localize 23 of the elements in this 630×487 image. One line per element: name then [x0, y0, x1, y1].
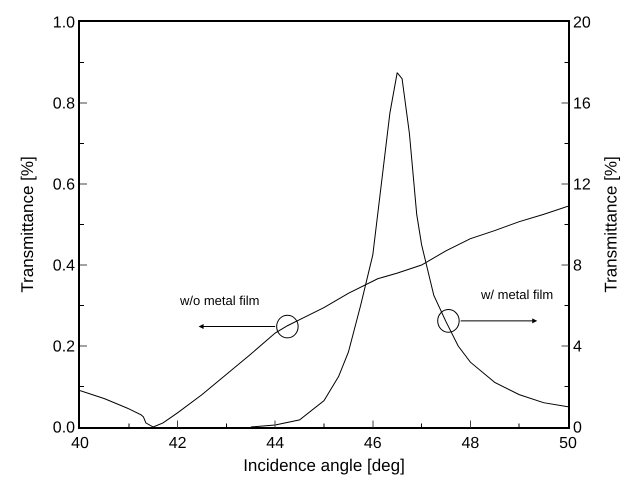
y-tick-label: 1.0	[52, 14, 76, 32]
y2-tick-label: 0	[572, 420, 582, 437]
y2-tick-label: 16	[572, 96, 591, 113]
y-tick-label: 0.4	[52, 258, 76, 275]
x-tick-label: 50	[559, 434, 577, 452]
y2-tick-label: 12	[572, 176, 591, 194]
x-axis-title: Incidence angle [deg]	[243, 456, 405, 475]
y-tick-label: 0.0	[52, 420, 76, 437]
y-tick-label: 0.2	[52, 338, 76, 356]
y2-axis-title: Transmittance [%]	[602, 156, 621, 293]
x-tick-label: 46	[364, 434, 382, 452]
y-axis-title: Transmittance [%]	[18, 156, 37, 293]
x-tick-label: 40	[71, 434, 89, 452]
x-tick-label: 44	[266, 434, 284, 452]
y2-tick-label: 4	[572, 338, 582, 356]
y2-tick-label: 20	[572, 14, 591, 32]
x-tick-label: 48	[462, 434, 480, 452]
x-tick-label: 42	[168, 434, 187, 452]
y2-tick-label: 8	[572, 258, 582, 275]
y-tick-label: 0.6	[52, 176, 76, 194]
y-tick-label: 0.8	[52, 96, 76, 113]
annotation: w/o metal film	[179, 293, 260, 308]
annotation: w/ metal film	[480, 287, 554, 302]
